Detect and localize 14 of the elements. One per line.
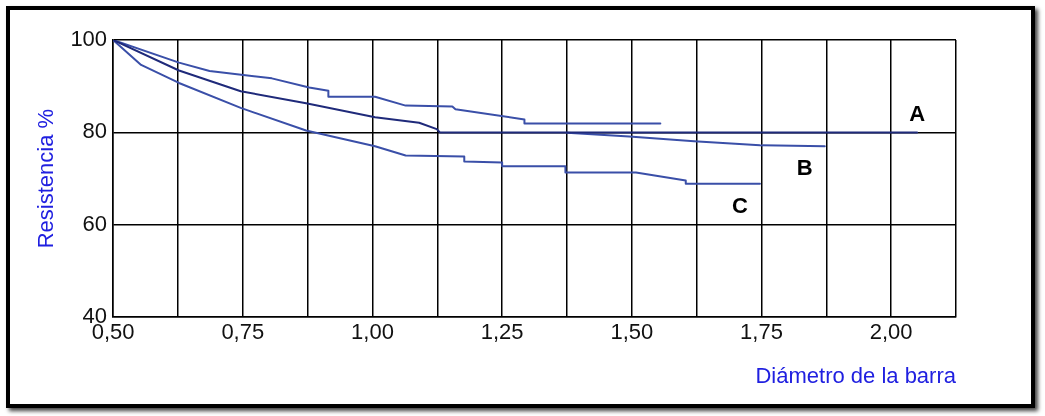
series-label: A	[909, 101, 926, 127]
x-tick-label: 1,25	[480, 319, 524, 345]
x-axis-title: Diámetro de la barra	[755, 362, 957, 388]
y-tick-label: 80	[82, 118, 108, 144]
series-label: B	[796, 155, 813, 181]
x-tick-label: 1,50	[610, 319, 654, 345]
x-tick-label: 0,75	[221, 319, 265, 345]
series-label: C	[731, 192, 748, 218]
y-tick-label: 100	[70, 26, 108, 52]
x-tick-label: 1,00	[351, 319, 394, 345]
y-axis-title: Resistencia %	[33, 108, 59, 249]
y-tick-label: 60	[82, 210, 108, 236]
x-tick-label: 1,75	[740, 319, 783, 345]
x-tick-label: 2,00	[869, 319, 913, 345]
